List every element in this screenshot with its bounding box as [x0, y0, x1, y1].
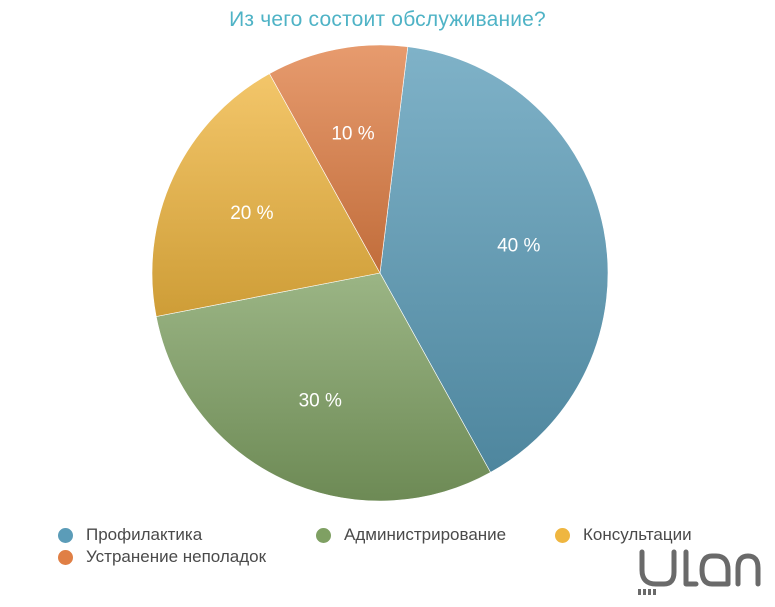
vlan-logo — [638, 549, 761, 595]
pie-slice-administrirovanie — [155, 272, 491, 502]
slice-label-konsultatsii: 20 % — [230, 203, 273, 224]
legend-label: Администрирование — [344, 525, 507, 544]
legend-swatch — [58, 527, 73, 543]
legend-swatch — [316, 527, 331, 543]
pie-slice-konsultatsii — [151, 73, 381, 317]
pie-slice-profilaktika — [379, 46, 609, 473]
legend-swatch — [58, 549, 73, 565]
slice-label-administrirovanie: 30 % — [299, 391, 342, 412]
legend-item-ustranenie: Устранение неполадок — [58, 546, 266, 568]
legend-label: Профилактика — [86, 525, 203, 544]
slice-label-ustranenie: 10 % — [331, 124, 374, 145]
legend-label: Консультации — [583, 525, 692, 544]
slice-label-profilaktika: 40 % — [497, 236, 540, 257]
legend-item-profilaktika: Профилактика — [58, 524, 202, 546]
legend-label: Устранение неполадок — [86, 547, 267, 566]
chart-title: Из чего состоит обслуживание? — [229, 8, 546, 31]
pie-slice-ustranenie — [269, 44, 409, 274]
legend-item-konsultatsii: Консультации — [555, 524, 692, 546]
legend-swatch — [555, 527, 570, 543]
legend-item-administrirovanie: Администрирование — [316, 524, 506, 546]
